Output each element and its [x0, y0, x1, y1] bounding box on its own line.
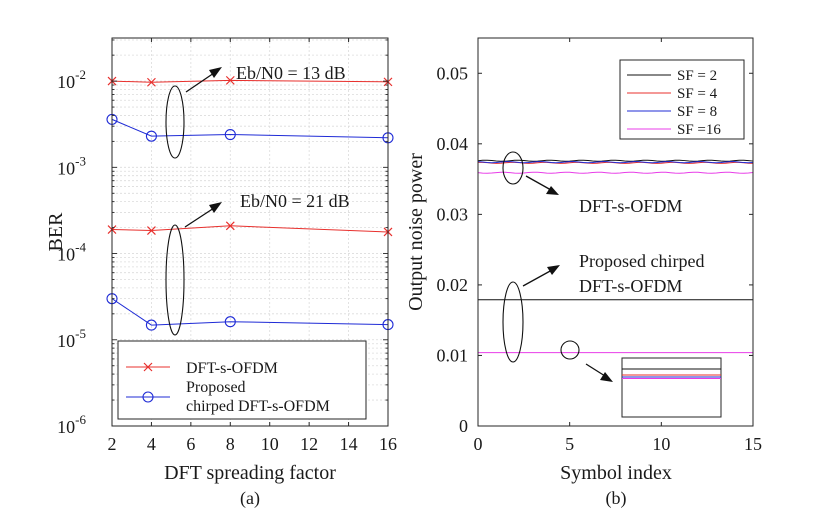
data-point-o: [224, 129, 236, 141]
annotation-dft-arrow: [525, 175, 552, 191]
x-tick-label: 10: [652, 434, 670, 454]
zoom-circle: [560, 340, 580, 360]
y-tick-label: 0.04: [437, 134, 469, 154]
annotation-proposed-label-1: Proposed chirped: [579, 251, 704, 271]
legend-proposed-marker: [142, 391, 154, 403]
panel-a-ticks: 2 4 6 8 10 12 14 16 10-6 10-5 10-4 10-3 10-2: [57, 38, 397, 454]
annotation-13db-arrow: [185, 72, 215, 93]
panel-a-legend-box: [117, 340, 367, 420]
annotation-dft: DFT-s-OFDM: [502, 151, 682, 216]
x-tick-label: 5: [565, 434, 574, 454]
y-tick-label: 10-3: [57, 153, 86, 178]
panel-b-xlabel: Symbol index: [560, 462, 672, 484]
y-tick-label: 10-2: [57, 67, 86, 92]
y-tick-label: 0.05: [437, 63, 469, 83]
zoom-arrow: [585, 363, 606, 377]
annotation-proposed-label-2: DFT-s-OFDM: [579, 276, 682, 296]
legend-dft-label: DFT-s-OFDM: [186, 360, 278, 377]
data-point-x: [147, 77, 156, 87]
inset-box: [621, 357, 722, 418]
series-line-4: [111, 298, 389, 326]
panel-a-label: (a): [240, 488, 260, 509]
legend-sf8-label: SF = 8: [677, 104, 717, 120]
legend-proposed-label-2: chirped DFT-s-OFDM: [186, 398, 330, 415]
panel-b: 0 5 10 15 0 0.01 0.02 0.03 0.04 0.05 SF = 2 SF = …: [405, 37, 762, 509]
x-tick-label: 10: [261, 434, 279, 454]
panel-b-series: [477, 159, 754, 354]
legend-proposed-label-1: Proposed: [186, 379, 246, 396]
y-tick-label: 0.03: [437, 204, 469, 224]
annotation-13db: Eb/N0 = 13 dB: [165, 63, 346, 159]
x-tick-label: 0: [474, 434, 483, 454]
annotation-13db-label: Eb/N0 = 13 dB: [236, 63, 346, 83]
annotation-dft-arrowhead: [546, 186, 559, 195]
panel-a-legend: DFT-s-OFDM Proposed chirped DFT-s-OFDM: [117, 340, 367, 420]
data-point-o: [145, 130, 157, 142]
panel-a-xlabel: DFT spreading factor: [164, 462, 336, 484]
y-tick-label: 0: [459, 416, 468, 436]
y-tick-label: 0.01: [437, 345, 469, 365]
data-point-x: [225, 221, 235, 231]
series-line-4: [477, 171, 754, 174]
legend-dft-marker: [143, 362, 153, 372]
panel-b-legend-box: [619, 59, 745, 140]
zoom-inset: [560, 340, 722, 418]
panel-b-ticks: 0 5 10 15 0 0.01 0.02 0.03 0.04 0.05: [437, 38, 762, 454]
x-tick-label: 15: [744, 434, 762, 454]
annotation-13db-arrowhead: [209, 67, 222, 78]
panel-b-ylabel: Output noise power: [405, 153, 427, 311]
annotation-proposed: Proposed chirped DFT-s-OFDM: [502, 251, 704, 363]
legend-sf4-label: SF = 4: [677, 86, 718, 102]
data-point-o: [145, 319, 157, 331]
data-point-x: [147, 226, 156, 235]
panel-a-axes-box: [111, 37, 389, 427]
annotation-21db-label: Eb/N0 = 21 dB: [240, 191, 350, 211]
panel-a-series: [106, 75, 394, 331]
annotation-dft-ellipse: [502, 151, 524, 185]
y-tick-label: 0.02: [437, 275, 469, 295]
panel-b-label: (b): [606, 488, 627, 509]
series-line-2: [111, 118, 389, 139]
series-line-3: [111, 225, 389, 233]
annotation-dft-label: DFT-s-OFDM: [579, 196, 682, 216]
series-line-1: [477, 159, 754, 162]
x-tick-label: 14: [340, 434, 358, 454]
annotation-21db-ellipse: [165, 224, 185, 336]
panel-a: 2 4 6 8 10 12 14 16 10-6 10-5 10-4 10-3 10-2 Eb/N0 =…: [45, 37, 397, 509]
panel-b-legend: SF = 2 SF = 4 SF = 8 SF =16: [619, 59, 745, 140]
legend-sf16-label: SF =16: [677, 122, 721, 138]
annotation-21db: Eb/N0 = 21 dB: [165, 191, 350, 336]
x-tick-label: 8: [226, 434, 235, 454]
x-tick-label: 4: [147, 434, 156, 454]
x-tick-label: 16: [379, 434, 397, 454]
zoom-arrowhead: [600, 372, 613, 382]
x-tick-label: 6: [186, 434, 195, 454]
annotation-proposed-arrowhead: [547, 265, 560, 275]
x-tick-label: 12: [300, 434, 318, 454]
series-line-1: [111, 79, 389, 83]
y-tick-label: 10-5: [57, 326, 86, 351]
annotation-21db-arrow: [184, 207, 215, 228]
y-tick-label: 10-4: [57, 240, 86, 265]
panel-a-ylabel: BER: [45, 212, 67, 252]
legend-sf2-label: SF = 2: [677, 68, 717, 84]
y-tick-label: 10-6: [57, 412, 86, 437]
panel-b-axes-box: [477, 37, 754, 427]
annotation-13db-ellipse: [165, 85, 185, 159]
annotation-21db-arrowhead: [209, 202, 222, 213]
annotation-proposed-arrow: [522, 269, 553, 287]
data-point-o: [224, 316, 236, 328]
x-tick-label: 2: [108, 434, 117, 454]
data-point-x: [225, 75, 235, 85]
series-line-3: [477, 161, 754, 164]
annotation-proposed-ellipse: [502, 281, 524, 363]
